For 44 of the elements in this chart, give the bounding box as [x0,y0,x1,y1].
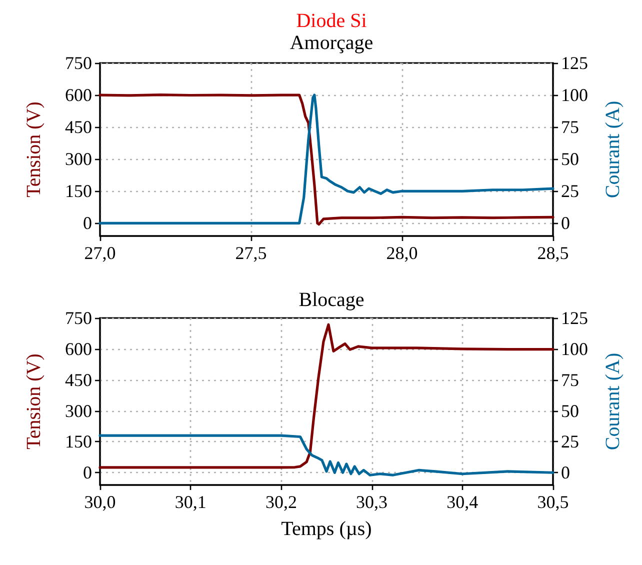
x-tick-label: 30,0 [84,492,116,512]
y2-tick-label: 100 [561,85,588,106]
chart-title: Blocage [298,289,364,311]
chart-title: Diode Si [296,10,368,32]
y2-tick-label: 125 [561,53,588,73]
y2-tick-label: 50 [561,400,579,421]
x-tick-label: 30,4 [446,492,478,512]
y-tick-label: 450 [65,117,92,138]
x-tick-label: 30,1 [174,492,206,512]
y-tick-label: 750 [65,308,92,328]
y-tick-label: 150 [65,181,92,202]
y2-tick-label: 50 [561,149,579,170]
x-tick-label: 30,2 [265,492,297,512]
y2-tick-label: 75 [561,370,579,390]
y-tick-label: 450 [65,370,92,390]
y2-tick-label: 100 [561,338,588,359]
x-tick-label: 27,5 [235,243,267,263]
y2-axis-title: Courant (A) [602,100,624,198]
x-tick-label: 30,3 [356,492,388,512]
y-axis-title: Tension (V) [23,354,45,450]
y2-tick-label: 25 [561,181,579,202]
y-tick-label: 300 [65,149,92,170]
y-tick-label: 600 [65,85,92,106]
chart-subtitle: Amorçage [290,32,374,54]
x-axis-title: Temps (µs) [281,518,372,540]
y-tick-label: 600 [65,338,92,359]
x-tick-label: 27,0 [84,243,116,263]
x-tick-label: 30,5 [537,492,569,512]
y2-tick-label: 75 [561,117,579,138]
y2-tick-label: 25 [561,432,579,452]
y-tick-label: 300 [65,400,92,421]
x-tick-label: 28,5 [537,243,569,263]
y2-tick-label: 0 [561,462,570,483]
y-axis-title: Tension (V) [23,102,45,198]
y2-tick-label: 0 [561,213,570,234]
line-series [98,434,554,476]
y-tick-label: 150 [65,432,92,452]
line-series [98,323,554,469]
y-tick-label: 0 [83,462,92,483]
y-tick-label: 0 [83,213,92,234]
y2-tick-label: 125 [561,308,588,328]
y2-axis-title: Courant (A) [602,352,624,450]
y-tick-label: 750 [65,53,92,73]
x-tick-label: 28,0 [386,243,418,263]
